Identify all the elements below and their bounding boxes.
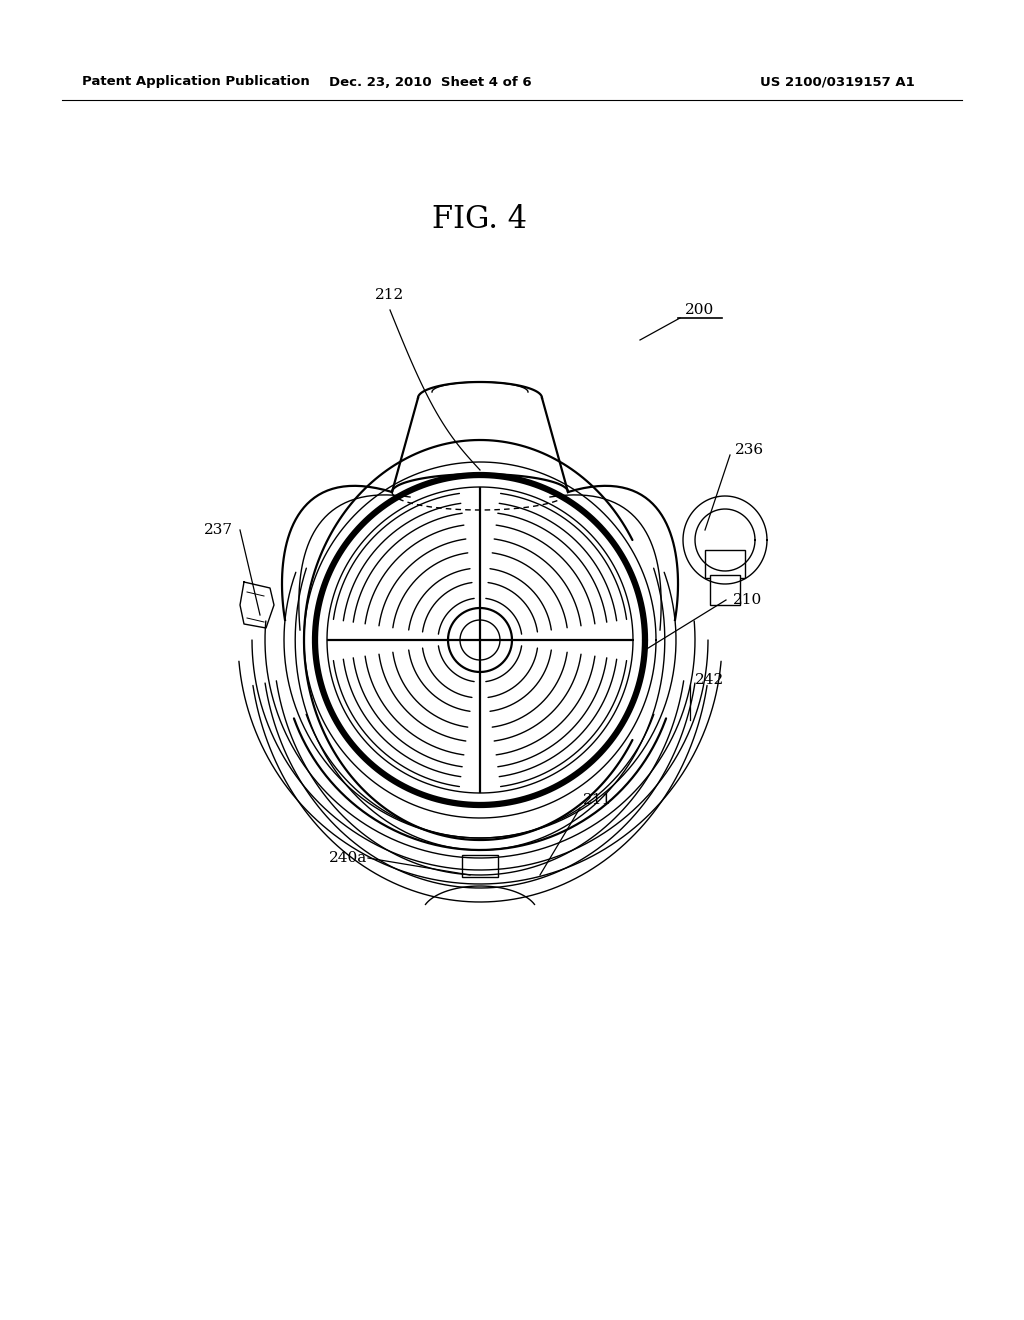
Text: US 2100/0319157 A1: US 2100/0319157 A1 — [760, 75, 914, 88]
Text: FIG. 4: FIG. 4 — [432, 205, 527, 235]
Text: 211: 211 — [584, 793, 612, 807]
Text: 242: 242 — [695, 673, 725, 686]
Text: Dec. 23, 2010  Sheet 4 of 6: Dec. 23, 2010 Sheet 4 of 6 — [329, 75, 531, 88]
Text: 200: 200 — [685, 304, 715, 317]
Text: 240a: 240a — [329, 851, 368, 865]
Text: 237: 237 — [204, 523, 232, 537]
Text: 212: 212 — [376, 288, 404, 302]
Bar — [705, 550, 745, 578]
Bar — [462, 855, 498, 876]
Text: Patent Application Publication: Patent Application Publication — [82, 75, 309, 88]
Text: 236: 236 — [735, 444, 765, 457]
Bar — [710, 576, 740, 605]
Text: 210: 210 — [733, 593, 763, 607]
